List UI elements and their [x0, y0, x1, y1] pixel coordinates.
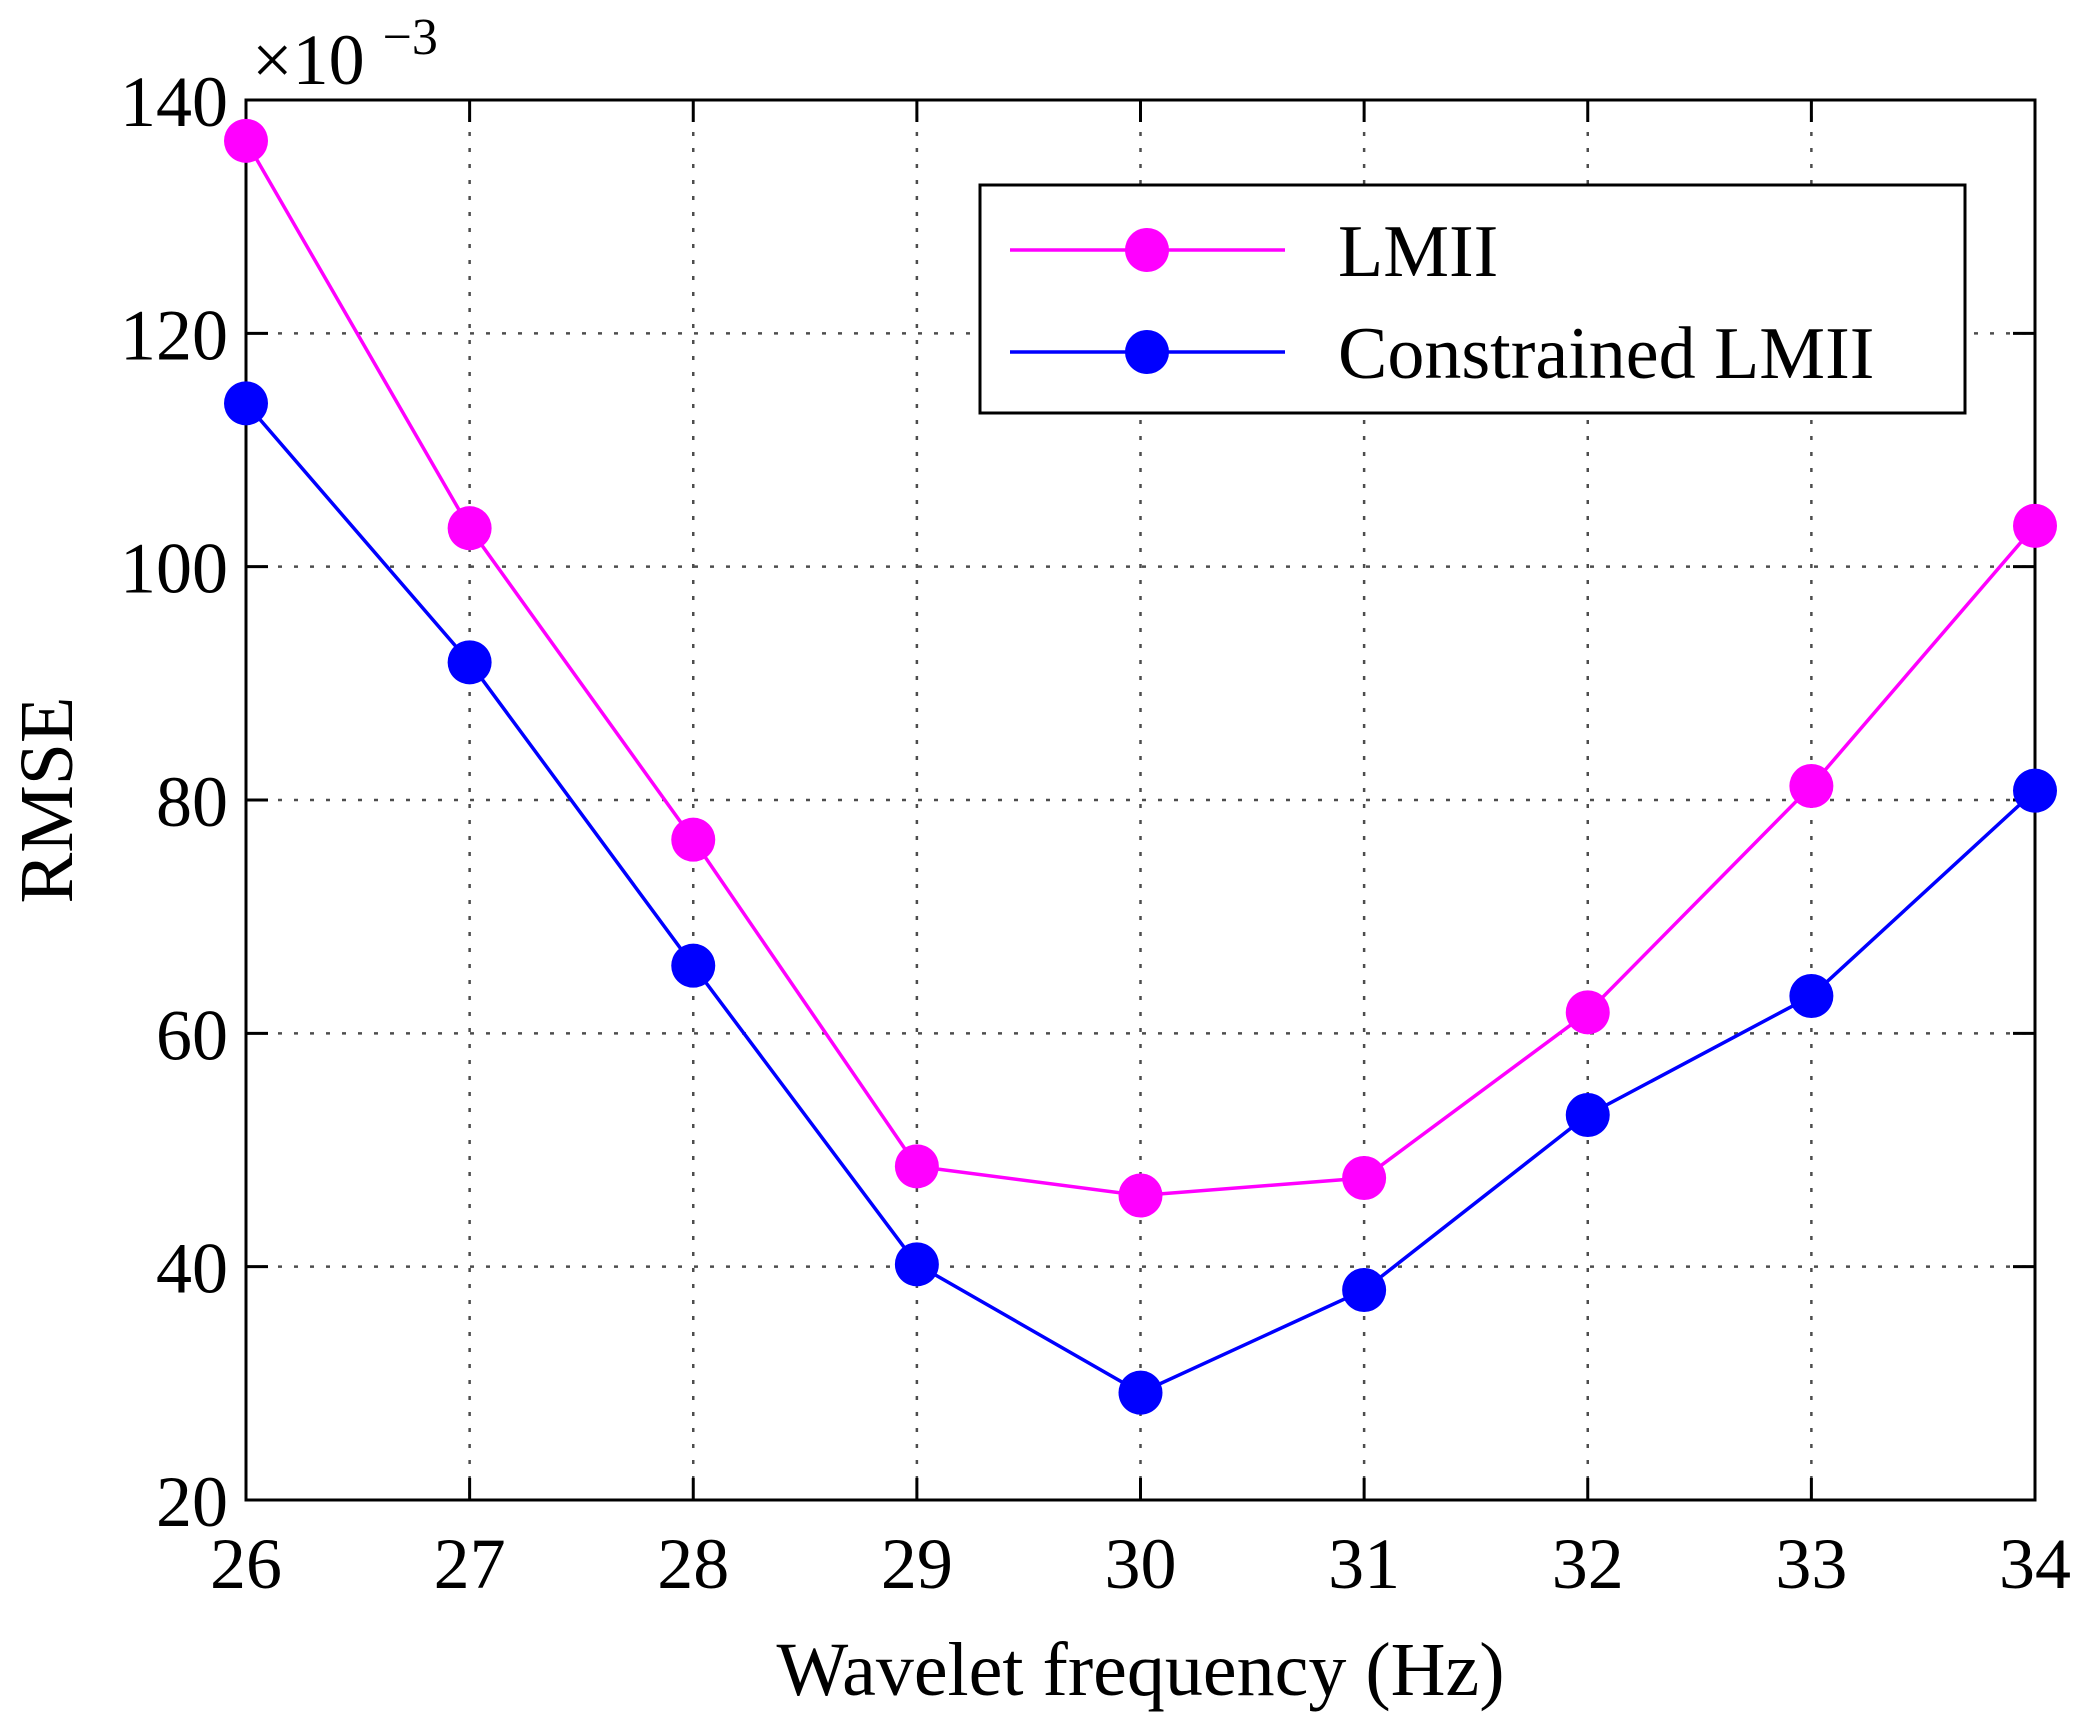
- data-point: [2013, 768, 2057, 813]
- series-constrained-lmii: [224, 381, 2057, 1415]
- data-point: [224, 118, 268, 163]
- x-tick-label: 29: [881, 1524, 953, 1604]
- data-point: [1118, 1173, 1163, 1218]
- legend-swatch-marker: [1125, 330, 1169, 374]
- x-tick-label: 34: [1999, 1524, 2071, 1604]
- y-tick-label: 40: [156, 1229, 228, 1309]
- data-point: [1342, 1156, 1387, 1200]
- legend-entry: Constrained LMII: [1010, 313, 1874, 395]
- data-point: [1565, 1093, 1610, 1137]
- y-tick-label: 80: [156, 762, 228, 842]
- x-tick-label: 28: [657, 1524, 729, 1604]
- legend-label: LMII: [1338, 211, 1498, 293]
- x-tick-label: 32: [1552, 1524, 1624, 1604]
- data-point: [447, 640, 492, 685]
- y-tick-label: 100: [120, 529, 228, 609]
- x-axis-title: Wavelet frequency (Hz): [776, 1628, 1504, 1712]
- data-point: [894, 1144, 939, 1189]
- x-tick-label: 33: [1775, 1524, 1847, 1604]
- legend-box: [978, 183, 1967, 415]
- x-tick-label: 27: [434, 1524, 506, 1604]
- data-point: [2013, 503, 2057, 548]
- x-tick-label: 30: [1105, 1524, 1177, 1604]
- legend-label: Constrained LMII: [1338, 313, 1874, 395]
- y-axis-title: RMSE: [5, 697, 89, 904]
- y-tick-label: 20: [156, 1462, 228, 1542]
- x-tick-labels: 26 27 28 29 30 31 32 33 34: [210, 1524, 2071, 1604]
- series-layer: [224, 118, 2057, 1415]
- y-axis-multiplier-exponent: −3: [383, 9, 438, 66]
- legend-entry: LMII: [1010, 211, 1498, 293]
- series-lmii: [224, 118, 2057, 1218]
- y-tick-label: 140: [120, 62, 228, 142]
- data-point: [1118, 1370, 1163, 1415]
- x-tick-label: 26: [210, 1524, 282, 1604]
- data-point: [1789, 764, 1834, 808]
- data-point: [224, 381, 268, 426]
- x-tick-label: 31: [1328, 1524, 1400, 1604]
- y-axis-multiplier-base: ×10: [252, 20, 365, 100]
- data-point: [894, 1242, 939, 1287]
- y-tick-labels: 20 40 60 80 100 120 140: [120, 62, 228, 1542]
- data-point: [1789, 974, 1834, 1018]
- data-point: [1565, 990, 1610, 1035]
- y-tick-label: 120: [120, 295, 228, 375]
- data-point: [671, 817, 716, 862]
- legend-entries: LMII Constrained LMII: [1010, 211, 1874, 395]
- legend: LMII Constrained LMII: [978, 183, 1967, 415]
- y-axis-multiplier: ×10 −3: [252, 9, 438, 100]
- legend-swatch-marker: [1125, 228, 1169, 272]
- data-point: [671, 943, 716, 988]
- y-tick-label: 60: [156, 995, 228, 1075]
- data-point: [1342, 1268, 1387, 1312]
- data-point: [447, 506, 492, 551]
